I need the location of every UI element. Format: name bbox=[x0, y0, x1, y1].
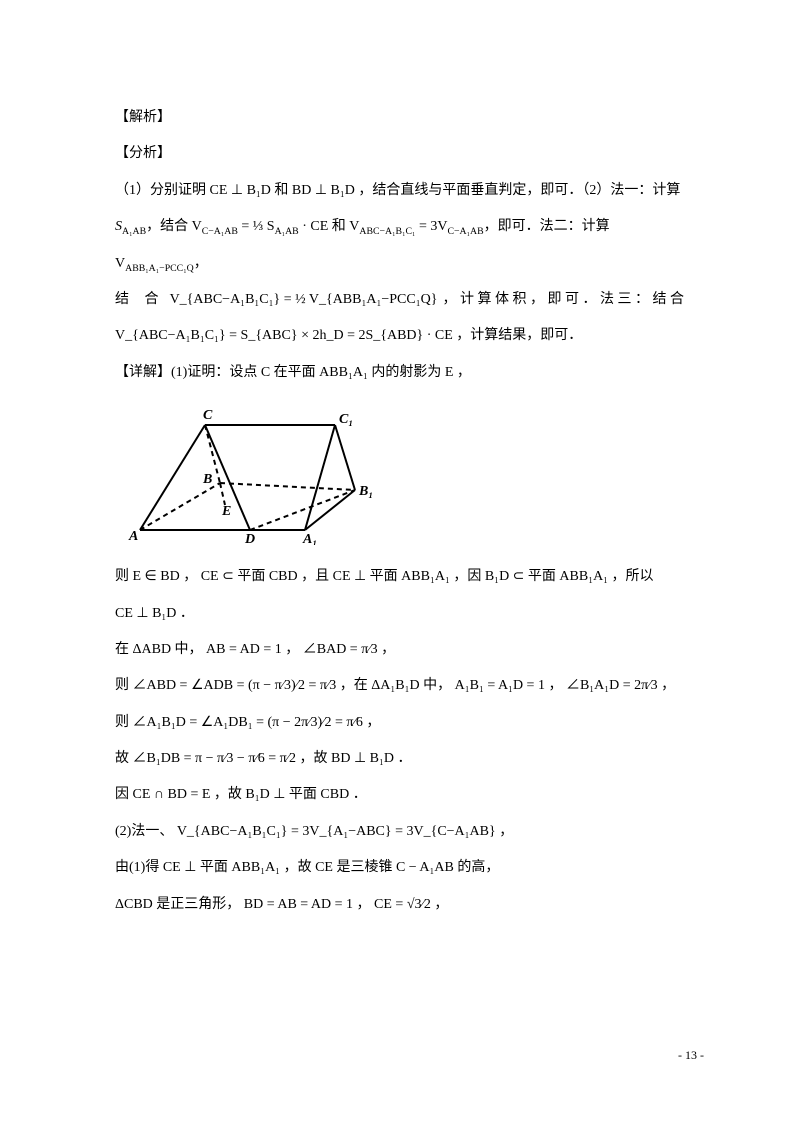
label-A: A bbox=[128, 529, 138, 544]
sub: ABC−A₁B₁C₁ bbox=[359, 226, 415, 237]
label-A1: A₁ bbox=[302, 532, 317, 545]
sub: A₁AB bbox=[275, 226, 299, 237]
label-C1: C₁ bbox=[339, 412, 353, 427]
text: S bbox=[115, 219, 122, 234]
text: · CE 和 V bbox=[299, 219, 360, 234]
label-E: E bbox=[221, 504, 231, 519]
detail-header: 【详解】(1)证明：设点 C 在平面 ABB₁A₁ 内的射影为 E ， bbox=[115, 355, 684, 391]
sub: ABB₁A₁−PCC₁Q bbox=[125, 262, 194, 273]
formula: V_{ABC−A₁B₁C₁} = ½ V_{ABB₁A₁−PCC₁Q} bbox=[170, 282, 438, 318]
body-p1: 则 E ∈ BD ， CE ⊂ 平面 CBD ，且 CE ⊥ 平面 ABB₁A₁… bbox=[115, 559, 684, 595]
body-p4: 则 ∠ABD = ∠ADB = (π − π⁄3)⁄2 = π⁄3 ，在 ΔA₁… bbox=[115, 668, 684, 704]
prism-diagram: C C₁ B B₁ E A D A₁ bbox=[125, 405, 684, 545]
text: ， 计 算 体 积 ， 即 可 ． 法 三 ： 结 合 bbox=[442, 282, 684, 318]
sub: C−A₁AB bbox=[447, 226, 483, 237]
analysis-line-3: 结 合 V_{ABC−A₁B₁C₁} = ½ V_{ABB₁A₁−PCC₁Q} … bbox=[115, 282, 684, 318]
analysis-line-4: V_{ABC−A₁B₁C₁} = S_{ABC} × 2h_D = 2S_{AB… bbox=[115, 318, 684, 354]
label-B: B bbox=[202, 472, 212, 487]
body-p7: 因 CE ∩ BD = E ，故 B₁D ⊥ 平面 CBD ． bbox=[115, 777, 684, 813]
sub: C−A₁AB bbox=[202, 226, 238, 237]
body-p6: 故 ∠B₁DB = π − π⁄3 − π⁄6 = π⁄2 ，故 BD ⊥ B₁… bbox=[115, 741, 684, 777]
text: ， bbox=[194, 256, 208, 271]
page-number: - 13 - bbox=[678, 1048, 704, 1063]
text: 结 合 bbox=[115, 282, 165, 318]
detail-body: (1)证明：设点 C 在平面 ABB₁A₁ 内的射影为 E ， bbox=[171, 365, 471, 380]
text: ，结合 V bbox=[146, 219, 202, 234]
body-p8: (2)法一、 V_{ABC−A₁B₁C₁} = 3V_{A₁−ABC} = 3V… bbox=[115, 814, 684, 850]
body-p5: 则 ∠A₁B₁D = ∠A₁DB₁ = (π − 2π⁄3)⁄2 = π⁄6 ， bbox=[115, 705, 684, 741]
label-C: C bbox=[203, 408, 213, 423]
sub: A₁AB bbox=[122, 226, 146, 237]
text: = ⅓ S bbox=[238, 219, 275, 234]
text: = 3V bbox=[415, 219, 447, 234]
analysis-line-1: （1）分别证明 CE ⊥ B₁D 和 BD ⊥ B₁D ，结合直线与平面垂直判定… bbox=[115, 173, 684, 209]
detail-prefix: 【详解】 bbox=[115, 365, 171, 380]
body-p3: 在 ΔABD 中， AB = AD = 1 ， ∠BAD = π⁄3 ， bbox=[115, 632, 684, 668]
body-p9: 由(1)得 CE ⊥ 平面 ABB₁A₁ ，故 CE 是三棱锥 C − A₁AB… bbox=[115, 850, 684, 886]
section-header-analysis: 【解析】 bbox=[115, 100, 684, 136]
section-header-breakdown: 【分析】 bbox=[115, 136, 684, 172]
analysis-line-2: SA₁AB，结合 VC−A₁AB = ⅓ SA₁AB · CE 和 VABC−A… bbox=[115, 209, 684, 282]
body-p2: CE ⊥ B₁D ． bbox=[115, 596, 684, 632]
label-D: D bbox=[244, 532, 255, 545]
body-p10: ΔCBD 是正三角形， BD = AB = AD = 1 ， CE = √3⁄2… bbox=[115, 887, 684, 923]
label-B1: B₁ bbox=[358, 484, 373, 499]
